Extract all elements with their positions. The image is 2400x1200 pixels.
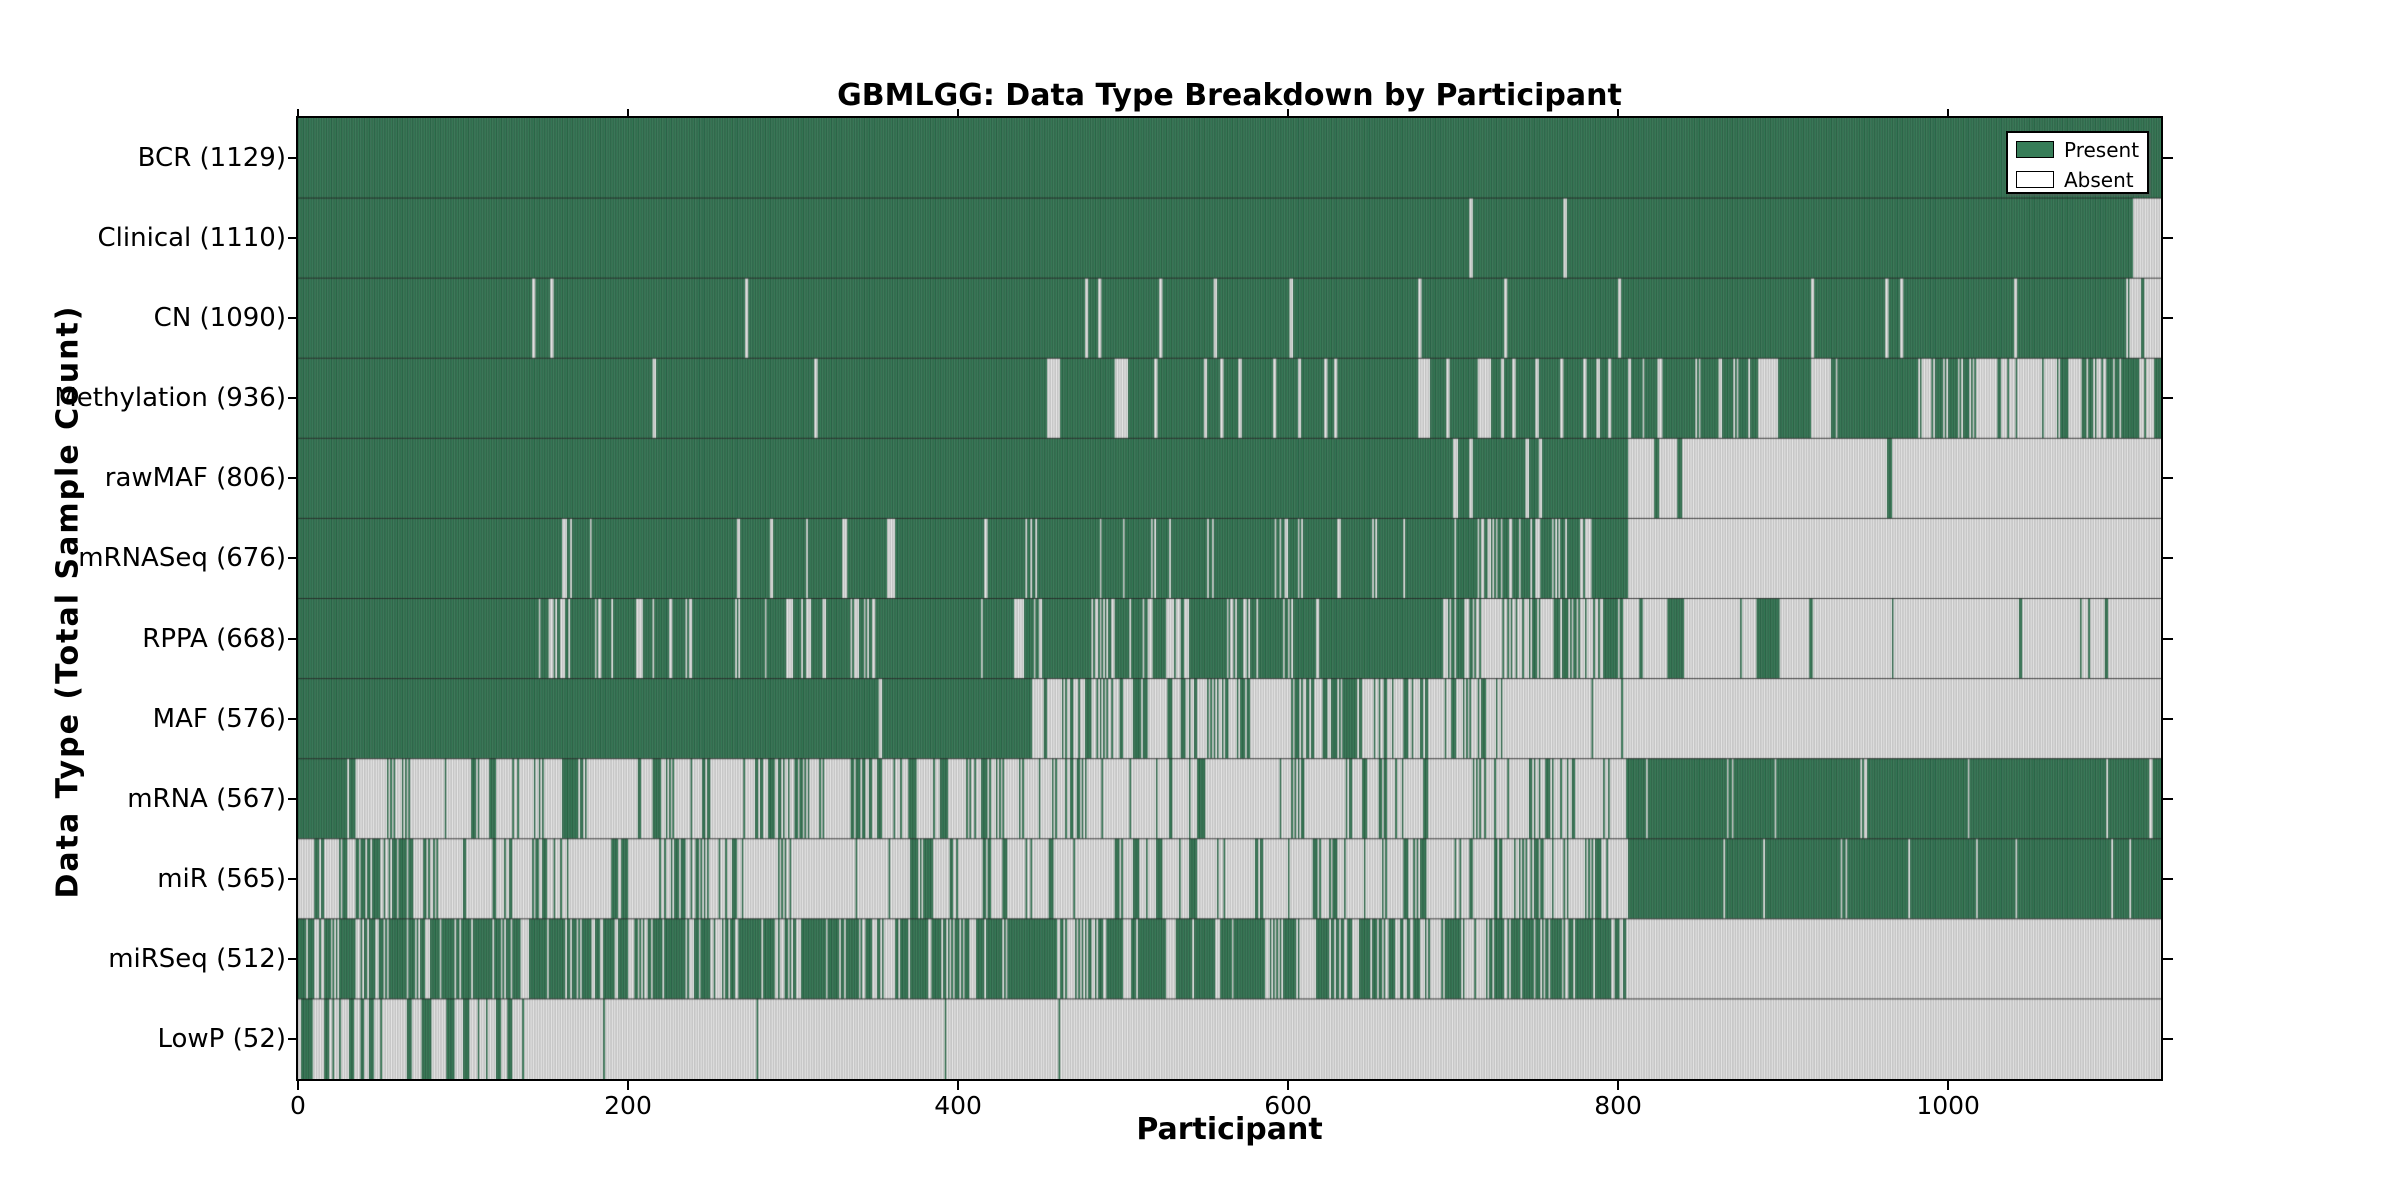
row-label-Methylation: Methylation (936) [54,383,286,414]
tick-mark [288,797,298,800]
x-tick-label-200: 200 [604,1091,652,1120]
legend-entry-present: Present [2016,136,2147,163]
tick-mark [2163,237,2173,240]
tick-mark [288,477,298,480]
tick-mark [957,1081,960,1090]
y-axis-label: Data Type (Total Sample Count) [50,304,86,899]
x-tick-label-400: 400 [934,1091,982,1120]
row-label-rawMAF: rawMAF (806) [104,463,286,494]
tick-mark [957,109,960,118]
tick-mark [288,957,298,960]
tick-mark [288,637,298,640]
row-label-MAF: MAF (576) [152,703,286,734]
row-label-mRNASeq: mRNASeq (676) [78,543,286,574]
tick-mark [2163,477,2173,480]
tick-mark [2163,1037,2173,1040]
heatmap-canvas [298,118,2161,1079]
row-label-miRSeq: miRSeq (512) [108,943,286,974]
legend: Present Absent [2006,131,2149,194]
x-tick-label-0: 0 [290,1091,306,1120]
tick-mark [288,557,298,560]
x-axis-label: Participant [1136,1112,1323,1147]
tick-mark [1287,109,1290,118]
tick-mark [1287,1081,1290,1090]
row-label-LowP: LowP (52) [157,1023,286,1054]
absent-swatch-icon [2016,171,2054,188]
tick-mark [288,717,298,720]
x-tick-label-600: 600 [1264,1091,1312,1120]
x-tick-label-1000: 1000 [1916,1091,1980,1120]
tick-mark [1947,109,1950,118]
row-label-Clinical: Clinical (1110) [97,223,286,254]
x-tick-label-800: 800 [1594,1091,1642,1120]
chart-title: GBMLGG: Data Type Breakdown by Participa… [837,78,1622,113]
tick-mark [2163,397,2173,400]
tick-mark [288,397,298,400]
tick-mark [2163,957,2173,960]
legend-entry-absent: Absent [2016,166,2147,193]
row-label-miR: miR (565) [157,863,286,894]
plot-area [296,116,2163,1081]
row-label-RPPA: RPPA (668) [142,623,286,654]
tick-mark [2163,157,2173,160]
tick-mark [288,237,298,240]
tick-mark [1617,109,1620,118]
tick-mark [2163,637,2173,640]
tick-mark [288,1037,298,1040]
row-label-mRNA: mRNA (567) [127,783,286,814]
row-label-BCR: BCR (1129) [137,143,286,174]
tick-mark [2163,797,2173,800]
tick-mark [297,1081,299,1090]
tick-mark [2163,317,2173,320]
tick-mark [288,317,298,320]
tick-mark [2163,877,2173,880]
tick-mark [288,157,298,160]
tick-mark [288,877,298,880]
tick-mark [1617,1081,1620,1090]
tick-mark [627,1081,630,1090]
present-swatch-icon [2016,141,2054,158]
row-label-CN: CN (1090) [153,303,286,334]
tick-mark [1947,1081,1950,1090]
tick-mark [627,109,630,118]
tick-mark [2163,717,2173,720]
legend-present-label: Present [2064,137,2140,162]
tick-mark [297,109,299,118]
tick-mark [2163,557,2173,560]
legend-absent-label: Absent [2064,167,2134,192]
